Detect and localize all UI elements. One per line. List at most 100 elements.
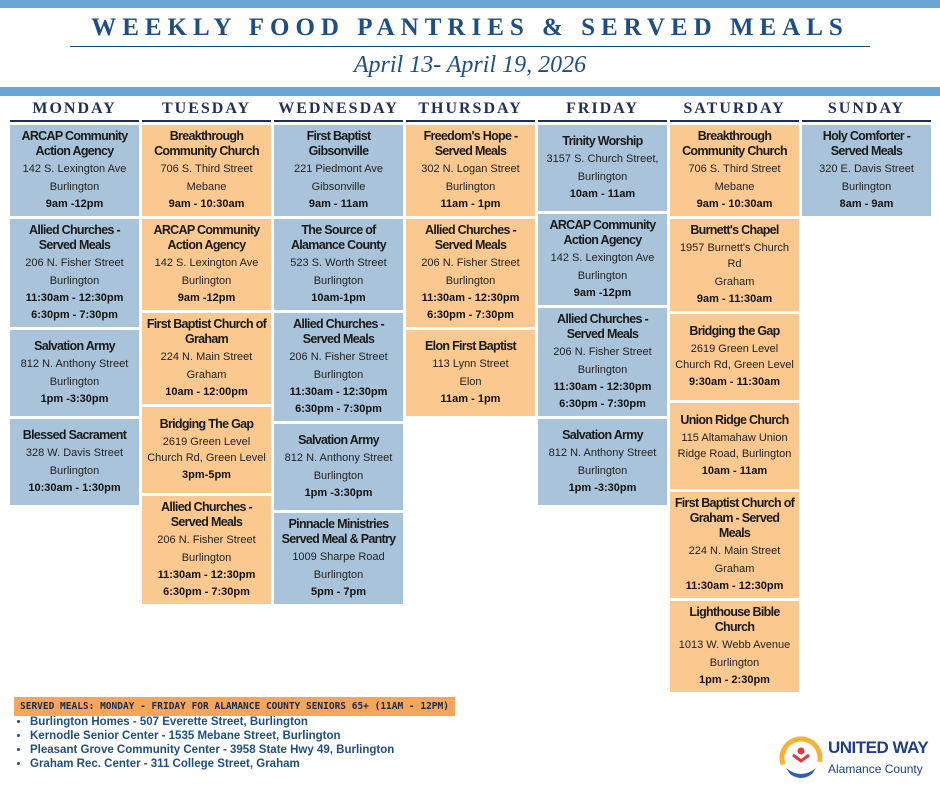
entry-address: Gibsonville <box>311 181 366 193</box>
entry-address: 1009 Sharpe Road <box>292 551 385 563</box>
logo-sub: Alamance County <box>828 762 923 776</box>
entry-time: 9am -12pm <box>177 292 236 304</box>
day-column: MONDAY ARCAP Community Action Agency 142 S… <box>10 98 139 692</box>
entry-address: Mebane <box>186 181 227 193</box>
entry-time: 8am - 9am <box>839 198 894 210</box>
entry-address: Burlington <box>577 270 628 282</box>
entry-address: Burlington <box>445 181 496 193</box>
entry-name: Lighthouse Bible Church <box>689 605 780 634</box>
entry: Allied Churches - Served Meals 206 N. Fis… <box>142 496 271 604</box>
entry-time: 6:30pm - 7:30pm <box>559 398 646 410</box>
entry-time: 11am - 1pm <box>440 393 501 405</box>
entry-address: Burlington <box>445 275 496 287</box>
entry: Allied Churches - Served Meals 206 N. Fis… <box>10 219 139 327</box>
day-header: SATURDAY <box>670 98 799 122</box>
entry-address: Burlington <box>313 569 364 581</box>
entry: The Source of Alamance County 523 S. Wort… <box>274 219 403 310</box>
entry-time: 9am - 11:30am <box>696 293 773 305</box>
entry-time: 9am -12pm <box>573 287 632 299</box>
entry-time: 1pm - 2:30pm <box>699 674 770 686</box>
day-column: SUNDAY Holy Comforter - Served Meals 320 E… <box>802 98 931 692</box>
entry-address: 206 N. Fisher Street <box>157 534 256 546</box>
entry-address: 1013 W. Webb Avenue <box>678 639 791 651</box>
logo: UNITED WAY Alamance County <box>778 734 938 784</box>
day-column: THURSDAY Freedom's Hope - Served Meals 302… <box>406 98 535 692</box>
entry: Breakthrough Community Church 706 S. Thir… <box>670 125 799 216</box>
entry-time: 9am - 10:30am <box>168 198 245 210</box>
blue-bar <box>0 87 940 96</box>
day-header: WEDNESDAY <box>274 98 403 122</box>
entry: Bridging the Gap 2619 Green Level Church … <box>670 314 799 400</box>
entry-address: 206 N. Fisher Street <box>289 351 388 363</box>
served-meals-item: Pleasant Grove Community Center - 3958 S… <box>30 743 394 757</box>
entry-address: Graham <box>186 369 227 381</box>
entry-time: 11:30am - 12:30pm <box>553 381 652 393</box>
entry-time: 9am - 10:30am <box>696 198 773 210</box>
title: WEEKLY FOOD PANTRIES & SERVED MEALS <box>91 14 849 41</box>
entry-time: 9:30am - 11:30am <box>688 376 781 388</box>
entry-address: 706 S. Third Street <box>160 163 253 175</box>
entry: Lighthouse Bible Church 1013 W. Webb Aven… <box>670 601 799 692</box>
served-meals-item: Graham Rec. Center - 311 College Street,… <box>30 757 394 771</box>
entry: Allied Churches - Served Meals 206 N. Fis… <box>274 313 403 421</box>
entry-name: Elon First Baptist <box>425 339 517 353</box>
entry-address: Burlington <box>49 465 100 477</box>
day-column: SATURDAY Breakthrough Community Church 706… <box>670 98 799 692</box>
entry-name: Breakthrough Community Church <box>682 129 787 158</box>
entry-name: Allied Churches - Served Meals <box>29 223 121 252</box>
entry-name: Breakthrough Community Church <box>154 129 259 158</box>
entry-time: 11:30am - 12:30pm <box>289 386 388 398</box>
schedule: MONDAY ARCAP Community Action Agency 142 S… <box>10 98 936 692</box>
entry-name: Salvation Army <box>298 433 379 447</box>
entry: First Baptist Church of Graham 224 N. Mai… <box>142 313 271 404</box>
entry-time: 10:30am - 1:30pm <box>28 482 121 494</box>
entry-name: Allied Churches - Served Meals <box>425 223 517 252</box>
entry-address: Burlington <box>313 470 364 482</box>
entry: Allied Churches - Served Meals 206 N. Fis… <box>538 308 667 416</box>
entry-time: 9am -12pm <box>45 198 104 210</box>
entry: Pinnacle Ministries Served Meal & Pantry… <box>274 513 403 604</box>
entry-address: 302 N. Logan Street <box>421 163 520 175</box>
day-column: TUESDAY Breakthrough Community Church 706 … <box>142 98 271 692</box>
entry: ARCAP Community Action Agency 142 S. Lexi… <box>142 219 271 310</box>
entry-name: First Baptist Gibsonville <box>306 129 372 158</box>
entry: Union Ridge Church 115 Altamahaw Union Ri… <box>670 403 799 489</box>
entry-address: Burlington <box>313 369 364 381</box>
entry-address: Burlington <box>49 376 100 388</box>
dates: April 13- April 19, 2026 <box>353 52 587 78</box>
entry: Burnett's Chapel 1957 Burnett's Church Rd… <box>670 219 799 311</box>
entry: Elon First Baptist 113 Lynn Street Elon 11a… <box>406 330 535 416</box>
entry-address: 320 E. Davis Street <box>819 163 914 175</box>
entry-address: Burlington <box>181 275 232 287</box>
entry-name: Bridging the Gap <box>689 324 780 338</box>
entry-time: 11:30am - 12:30pm <box>685 580 784 592</box>
entry-name: Freedom's Hope - Served Meals <box>423 129 519 158</box>
entry-name: Allied Churches - Served Meals <box>557 312 649 341</box>
top-bar <box>0 0 940 8</box>
entry-time: 9am - 11am <box>308 198 369 210</box>
entry-address: 812 N. Anthony Street <box>284 452 393 464</box>
entry-address: Burlington <box>841 181 892 193</box>
entry: Allied Churches - Served Meals 206 N. Fis… <box>406 219 535 327</box>
entry: Breakthrough Community Church 706 S. Thir… <box>142 125 271 216</box>
entry-address: 142 S. Lexington Ave <box>22 163 127 175</box>
entry: Trinity Worship 3157 S. Church Street, Bur… <box>538 125 667 211</box>
entry-address: Burlington <box>577 171 628 183</box>
day-header: TUESDAY <box>142 98 271 122</box>
entry-name: Holy Comforter - Served Meals <box>822 129 911 158</box>
entry-time: 6:30pm - 7:30pm <box>295 403 382 415</box>
entry-address: 812 N. Anthony Street <box>20 358 129 370</box>
entry-address: 224 N. Main Street <box>688 545 781 557</box>
entry-time: 10am - 11am <box>701 465 768 477</box>
day-column: FRIDAY Trinity Worship 3157 S. Church Stre… <box>538 98 667 692</box>
entry-name: Allied Churches - Served Meals <box>161 500 253 529</box>
entry: Salvation Army 812 N. Anthony Street Burli… <box>274 424 403 510</box>
entry-address: 206 N. Fisher Street <box>421 257 520 269</box>
entry: Bridging The Gap 2619 Green Level Church … <box>142 407 271 493</box>
entry-address: Burlington <box>181 552 232 564</box>
entry-address: 2619 Green Level Church Rd, Green Level <box>675 343 794 371</box>
entry-address: 142 S. Lexington Ave <box>154 257 259 269</box>
entry-time: 6:30pm - 7:30pm <box>163 586 250 598</box>
entry-time: 3pm-5pm <box>182 469 231 481</box>
